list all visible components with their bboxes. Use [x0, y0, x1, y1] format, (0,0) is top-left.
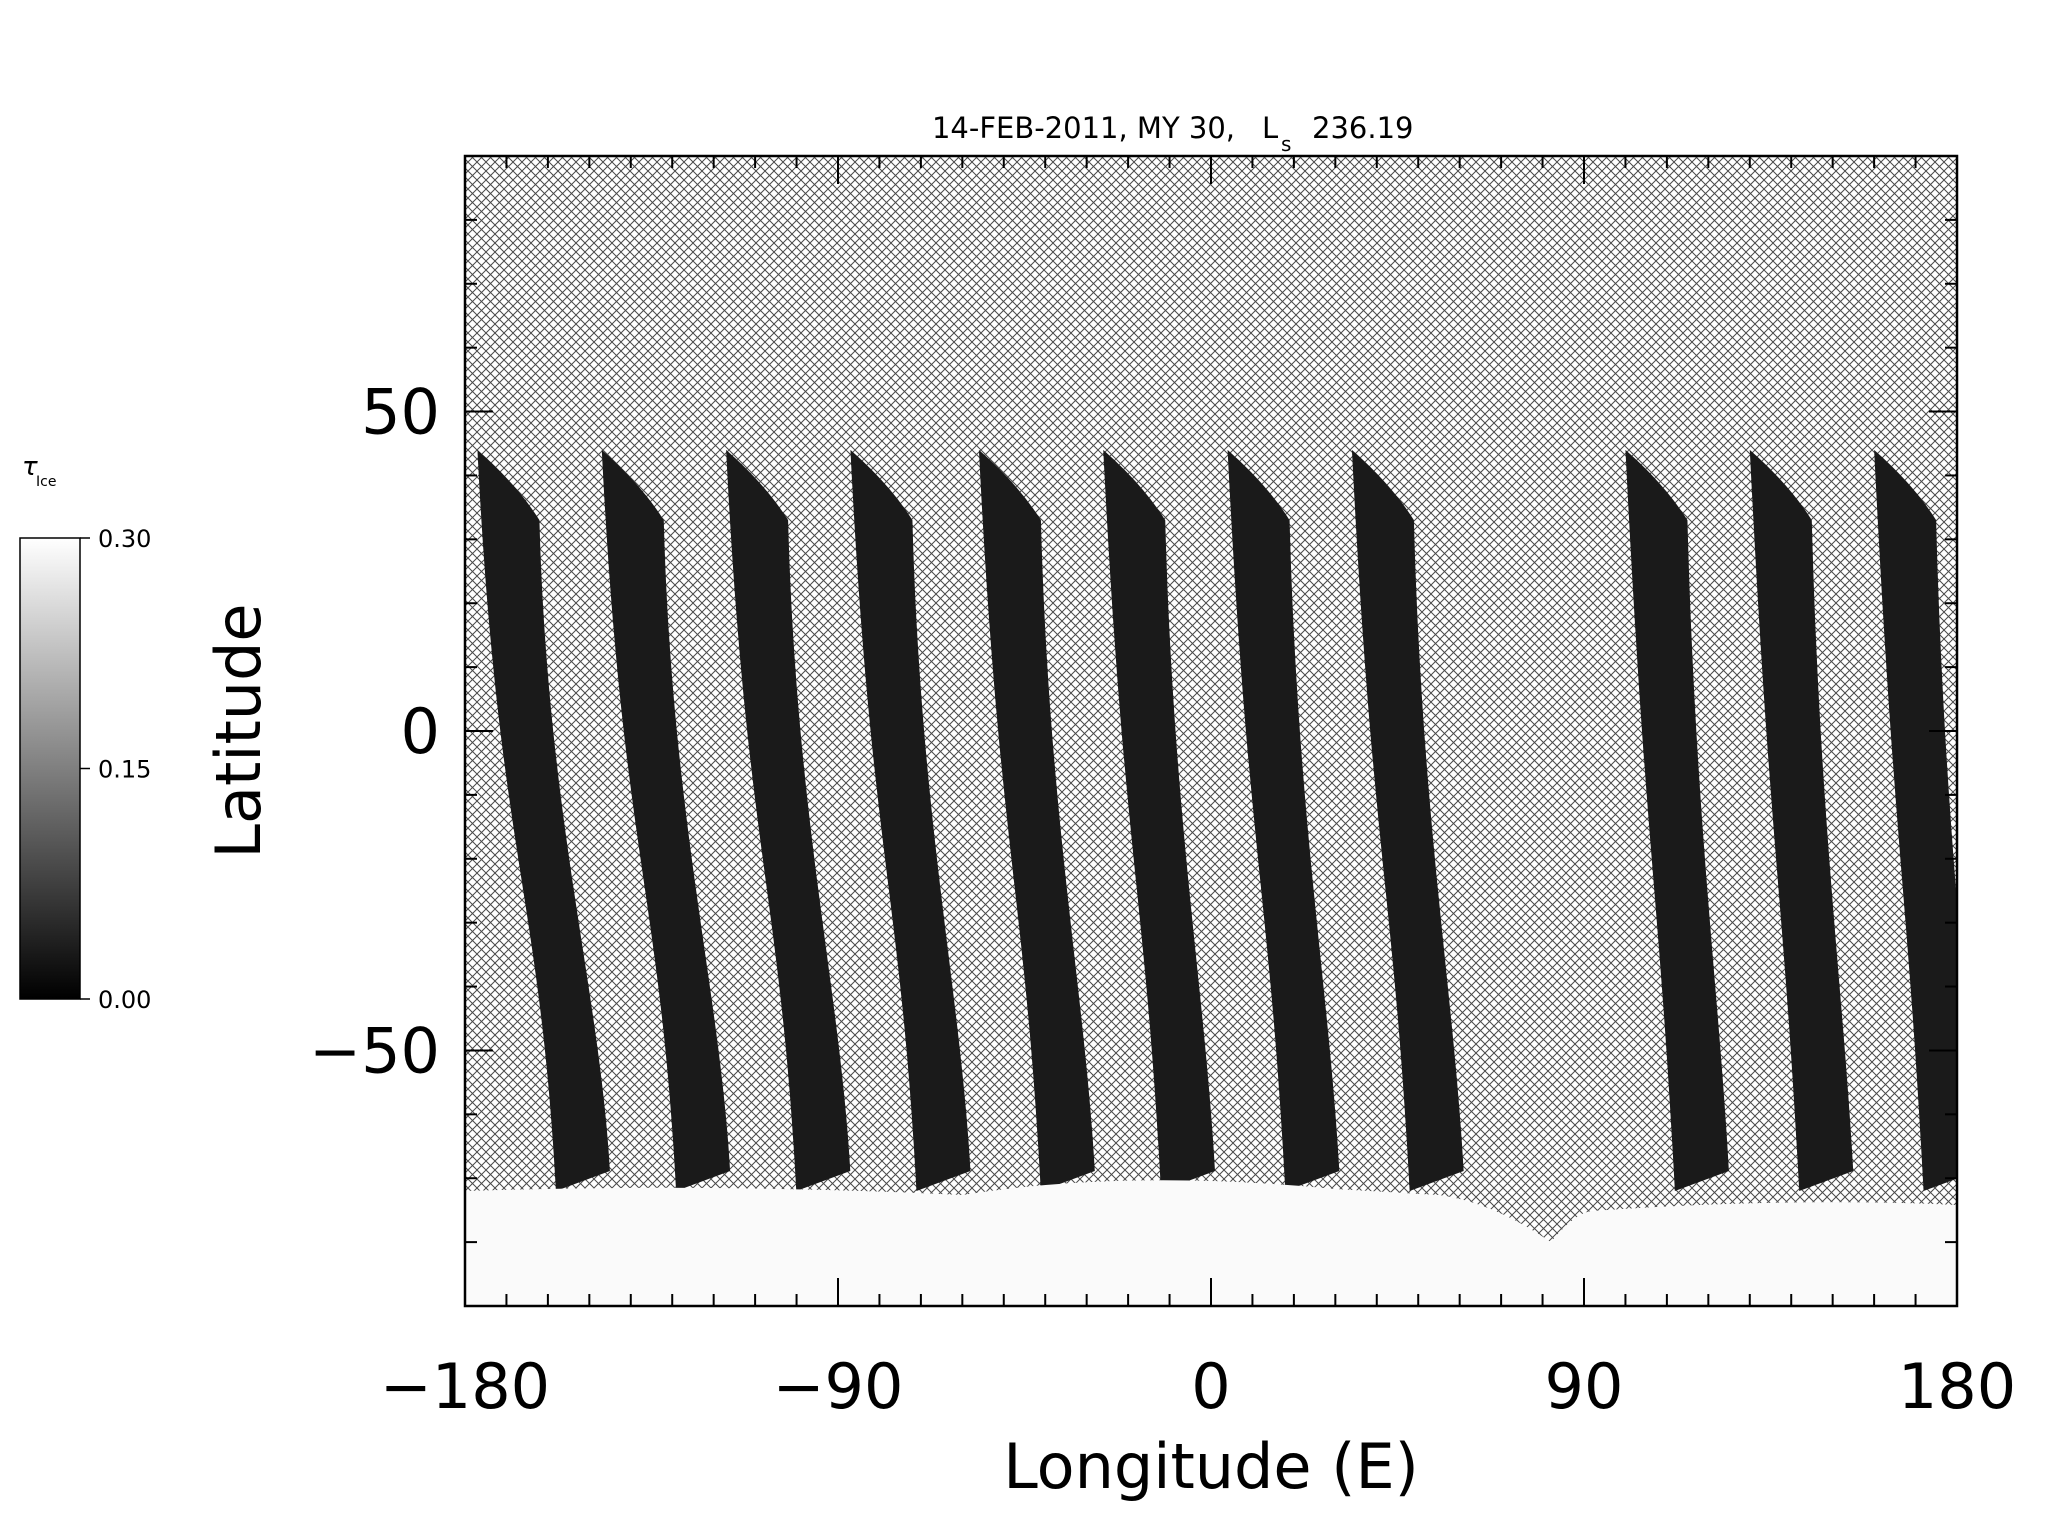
swath-1: [477, 449, 610, 1191]
colorbar-tick-label: 0.15: [98, 756, 151, 784]
title-ls-symbol: L: [1262, 111, 1278, 145]
swath-9: [1625, 449, 1729, 1191]
colorbar-gradient: [19, 537, 81, 1000]
swath-5: [978, 449, 1095, 1191]
colorbar: τ Ice 0.00 0.15 0.30: [19, 452, 151, 1014]
south-cap-region: [465, 1180, 1957, 1306]
x-axis-label: Longitude (E): [1003, 1430, 1419, 1503]
swath-6: [1103, 449, 1215, 1191]
x-tick-label: 0: [1191, 1350, 1230, 1423]
swath-11: [1874, 449, 1957, 1191]
x-tick-label: −180: [380, 1350, 550, 1423]
y-tick-label: 0: [401, 695, 440, 768]
colorbar-title-subscript: Ice: [36, 474, 56, 490]
x-tick-label: 180: [1898, 1350, 2016, 1423]
tick-layer: −180 −90 0 90 180 −50 0 50: [309, 155, 2016, 1423]
chart-title: 14-FEB-2011, MY 30,: [932, 111, 1235, 145]
title-ls-value: 236.19: [1312, 111, 1413, 145]
swath-4: [850, 449, 971, 1191]
swath-2: [601, 449, 731, 1191]
swath-10: [1749, 449, 1854, 1191]
swath-3: [726, 449, 851, 1191]
y-tick-label: 50: [361, 376, 440, 449]
title-ls-subscript: s: [1281, 132, 1291, 156]
x-tick-label: −90: [773, 1350, 904, 1423]
colorbar-tick-label: 0.00: [98, 986, 151, 1014]
x-tick-label: 90: [1545, 1350, 1624, 1423]
colorbar-tick-label: 0.30: [98, 525, 151, 553]
swath-7: [1227, 449, 1340, 1191]
swath-8: [1351, 449, 1464, 1191]
swath-layer: [465, 449, 1957, 1306]
colorbar-title: τ: [22, 452, 38, 482]
y-tick-label: −50: [309, 1014, 440, 1087]
colorbar-ticks: 0.00 0.15 0.30: [80, 525, 151, 1014]
plot-area: −180 −90 0 90 180 −50 0 50: [309, 154, 2016, 1423]
y-axis-label: Latitude: [202, 603, 275, 858]
